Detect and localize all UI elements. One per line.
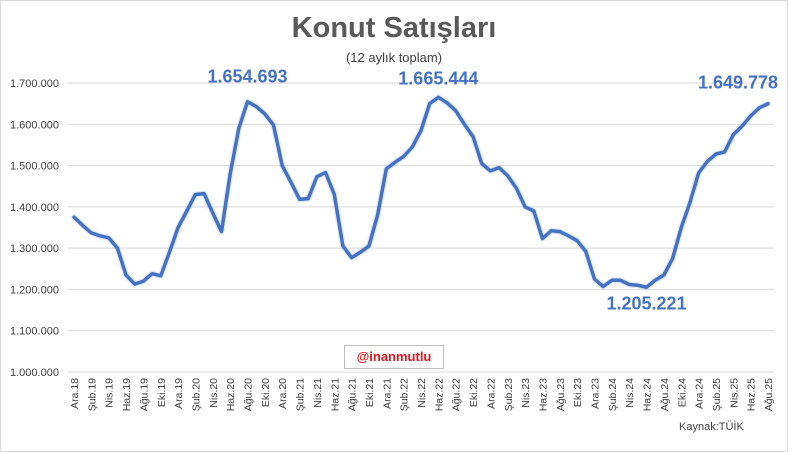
x-tick-label: Ağu.24: [659, 378, 671, 411]
x-tick-label: Eki.19: [156, 378, 168, 407]
x-tick-label: Ara.22: [485, 378, 497, 409]
x-tick-label: Eki.23: [572, 378, 584, 407]
gridlines: [68, 82, 774, 373]
x-tick-label: Ara.24: [694, 378, 706, 409]
data-label: 1.665.444: [398, 68, 478, 88]
x-tick-label: Şub.19: [86, 378, 98, 411]
data-label: 1.205.221: [607, 293, 687, 313]
x-tick-label: Haz.19: [121, 378, 133, 411]
x-tick-label: Ağu.22: [451, 378, 463, 411]
x-tick-label: Nis.24: [624, 378, 636, 408]
x-tick-label: Haz.22: [433, 378, 445, 411]
watermark: @inanmutlu: [344, 345, 444, 369]
x-tick-label: Haz.23: [537, 378, 549, 411]
data-series: [71, 94, 771, 291]
x-tick-label: Haz.25: [746, 378, 758, 411]
x-tick-label: Eki.24: [676, 378, 688, 407]
y-tick-label: 1.100.000: [10, 326, 59, 338]
x-tick-label: Haz.21: [329, 378, 341, 411]
x-tick-label: Ara.21: [381, 378, 393, 409]
x-tick-label: Eki.20: [260, 378, 272, 407]
data-labels: 1.654.693 1.665.444 1.205.221 1.649.778: [207, 67, 778, 314]
x-tick-label: Ağu.20: [243, 378, 255, 411]
x-tick-label: Nis.20: [208, 378, 220, 408]
x-tick-label: Ara.20: [277, 378, 289, 409]
chart-title: Konut Satışları: [291, 12, 497, 44]
x-tick-label: Şub.24: [607, 378, 619, 411]
y-tick-label: 1.600.000: [10, 119, 59, 131]
source-note: Kaynak:TÜİK: [679, 421, 744, 433]
x-tick-label: Haz.24: [642, 378, 654, 411]
series-line: [72, 95, 770, 290]
x-tick-label: Ağu.23: [555, 378, 567, 411]
x-tick-label: Şub.22: [399, 378, 411, 411]
x-tick-label: Şub.20: [190, 378, 202, 411]
x-tick-label: Nis.23: [520, 378, 532, 408]
x-tick-label: Şub.21: [295, 378, 307, 411]
x-tick-label: Şub.25: [711, 378, 723, 411]
y-tick-label: 1.300.000: [10, 243, 59, 255]
x-tick-label: Ara.23: [590, 378, 602, 409]
x-tick-label: Nis.21: [312, 378, 324, 408]
y-tick-label: 1.200.000: [10, 284, 59, 296]
y-axis-labels: 1.000.000 1.100.000 1.200.000 1.300.000 1.40…: [10, 78, 59, 379]
x-tick-label: Nis.22: [416, 378, 428, 408]
x-tick-label: Ağu.21: [347, 378, 359, 411]
x-tick-label: Haz.20: [225, 378, 237, 411]
y-tick-label: 1.000.000: [10, 367, 59, 379]
x-tick-label: Ağu.25: [763, 378, 775, 411]
x-tick-label: Şub.23: [503, 378, 515, 411]
x-tick-label: Eki.22: [468, 378, 480, 407]
x-axis-labels: Ara.18 Şub.19 Nis.19 Haz.19 Ağu.19 Eki.19 Ara.…: [69, 378, 775, 411]
chart-subtitle: (12 aylık toplam): [345, 50, 443, 65]
x-tick-label: Nis.19: [104, 378, 116, 408]
y-tick-label: 1.700.000: [10, 78, 59, 90]
x-tick-label: Ara.19: [173, 378, 185, 409]
x-tick-label: Ara.18: [69, 378, 81, 409]
x-tick-label: Ağu.19: [138, 378, 150, 411]
x-tick-label: Eki.21: [364, 378, 376, 407]
y-tick-label: 1.500.000: [10, 161, 59, 173]
data-label: 1.649.778: [698, 73, 778, 93]
data-label: 1.654.693: [207, 67, 287, 87]
y-tick-label: 1.400.000: [10, 202, 59, 214]
x-tick-label: Nis.25: [728, 378, 740, 408]
